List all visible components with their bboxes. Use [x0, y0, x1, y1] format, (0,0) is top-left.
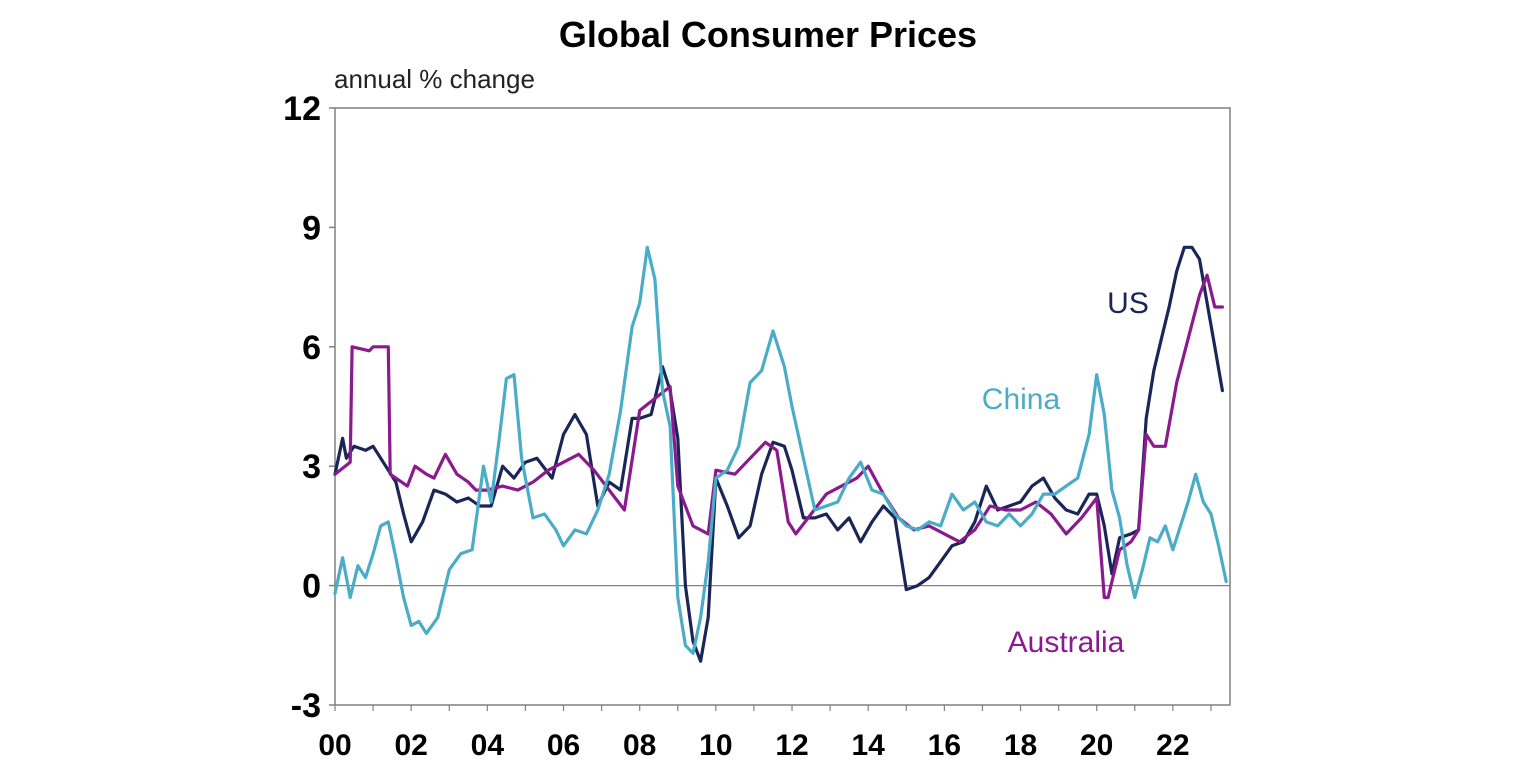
series-label-us: US: [1107, 287, 1149, 320]
y-tick-label: 6: [302, 329, 321, 367]
x-tick-label: 08: [623, 729, 656, 762]
series-label-australia: Australia: [1008, 626, 1125, 659]
x-tick-label: 12: [775, 729, 808, 762]
series-label-china: China: [982, 383, 1061, 416]
y-tick-label: 12: [283, 90, 321, 128]
x-tick-label: 10: [699, 729, 732, 762]
x-tick-label: 20: [1080, 729, 1113, 762]
chart-title: Global Consumer Prices: [558, 14, 978, 55]
series-line-china: [333, 245, 1228, 655]
series-line-australia: [333, 273, 1225, 600]
series-line-us: [333, 245, 1225, 663]
y-tick-label: -3: [291, 687, 321, 725]
y-tick-label: 9: [302, 209, 321, 247]
y-tick-label: 3: [302, 448, 321, 486]
x-tick-label: 06: [547, 729, 580, 762]
x-tick-label: 14: [852, 729, 886, 762]
x-tick-label: 04: [471, 729, 505, 762]
x-tick-label: 00: [318, 729, 351, 762]
y-tick-label: 0: [302, 568, 321, 606]
x-tick-label: 16: [928, 729, 961, 762]
plot-area-frame: [334, 107, 1231, 706]
x-tick-label: 22: [1156, 729, 1189, 762]
y-axis-unit-label: annual % change: [334, 64, 535, 94]
x-tick-label: 18: [1004, 729, 1037, 762]
x-tick-label: 02: [394, 729, 427, 762]
